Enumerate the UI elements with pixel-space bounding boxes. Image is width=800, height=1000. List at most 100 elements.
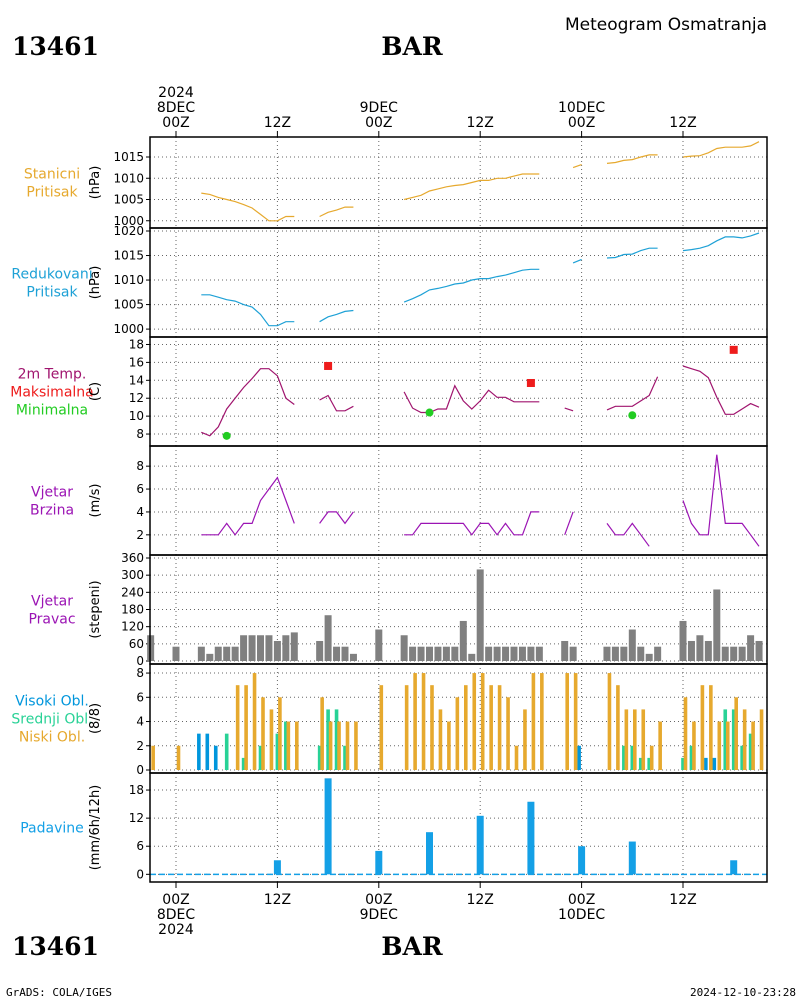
wind-direction-bar: [468, 653, 476, 661]
cloud-bar: [723, 709, 728, 770]
wind-direction-bar: [197, 646, 205, 661]
cloud-bar: [725, 721, 730, 770]
y-tick-label: 1000: [113, 322, 144, 336]
bottom-time-label: 10DEC: [558, 907, 605, 923]
top-time-label: 8DEC: [157, 100, 196, 116]
panel-label: Srednji Obl.: [11, 712, 92, 728]
cloud-bar: [455, 697, 460, 770]
cloud-bar: [514, 745, 519, 770]
panel-label: Niski Obl.: [19, 730, 85, 746]
wind-direction-bar: [333, 646, 341, 661]
y-tick-label: 0: [136, 654, 144, 668]
series-line: [572, 164, 582, 169]
cloud-bar: [641, 709, 646, 770]
y-tick-label: 4: [136, 505, 144, 519]
cloud-bar: [278, 697, 282, 770]
wind-direction-bar: [696, 635, 704, 661]
wind-direction-bar: [257, 635, 264, 661]
cloud-bar: [213, 745, 218, 770]
wind-direction-bar: [637, 646, 645, 661]
max-temp-marker: [526, 378, 535, 387]
precip-bar: [578, 846, 586, 875]
y-tick-label: 12: [129, 391, 144, 405]
panel-padavine: Padavine (mm/6h/12h) 0 6 12 18: [20, 772, 768, 883]
wind-direction-bar: [747, 635, 755, 661]
wind-direction-bar: [620, 646, 628, 661]
wind-direction-bar: [535, 646, 543, 661]
wind-direction-bar: [324, 615, 332, 661]
wind-direction-bar: [755, 640, 763, 661]
wind-direction-bar: [730, 646, 738, 661]
y-tick-label: 0: [136, 867, 144, 881]
panel-label: Padavine: [20, 821, 84, 837]
series-line: [403, 268, 540, 303]
y-tick-label: 18: [129, 783, 144, 797]
panel-label: Vjetar: [31, 485, 73, 501]
y-axis-label: (mm/6h/12h): [88, 785, 103, 871]
wind-direction-bar: [417, 646, 425, 661]
min-temp-marker: [425, 408, 434, 417]
cloud-bar: [717, 721, 722, 770]
precip-bar: [730, 860, 738, 875]
wind-direction-bar: [206, 653, 214, 661]
cloud-bar: [345, 721, 350, 770]
cloud-bar: [326, 709, 330, 770]
series-line: [201, 368, 295, 437]
cloud-bar: [577, 745, 581, 770]
series-line: [319, 206, 354, 218]
cloud-bar: [328, 721, 333, 770]
cloud-bar: [252, 673, 257, 770]
cloud-bar: [489, 685, 493, 770]
cloud-bar: [740, 745, 744, 770]
panel-vjetar-pravac: Vjetar Pravac (stepeni) 0 60 120 180 240 300 360: [28, 551, 768, 668]
series-line: [403, 384, 540, 414]
panel-frame: [149, 136, 768, 229]
precip-bar: [324, 778, 332, 875]
cloud-bar: [531, 673, 536, 770]
wind-direction-bar: [518, 646, 526, 661]
series-line: [564, 407, 574, 412]
wind-direction-bar: [459, 620, 467, 661]
wind-direction-bar: [713, 589, 721, 661]
wind-direction-bar: [510, 646, 518, 661]
cloud-bar: [472, 673, 477, 770]
max-temp-marker: [729, 345, 738, 354]
cloud-bar: [337, 721, 341, 770]
cloud-bar: [742, 709, 747, 770]
wind-direction-bar: [628, 629, 636, 661]
cloud-bar: [224, 733, 229, 770]
y-tick-label: 1020: [113, 224, 144, 238]
cloud-bar: [379, 685, 384, 770]
wind-direction-bar: [493, 646, 501, 661]
y-axis-label: (stepeni): [88, 580, 103, 638]
y-tick-label: 18: [129, 337, 144, 351]
top-time-label: 00Z: [162, 115, 189, 131]
cloud-bar: [638, 757, 643, 770]
wind-direction-bar: [476, 569, 484, 661]
precip-bar: [527, 801, 535, 875]
panel-label: Visoki Obl.: [15, 694, 89, 710]
wind-direction-bar: [273, 640, 281, 661]
y-tick-label: 1015: [113, 249, 144, 263]
y-tick-label: 2: [136, 528, 144, 542]
wind-direction-bar: [502, 646, 510, 661]
cloud-bar: [647, 757, 651, 770]
panel-temperatura: 2m Temp. Maksimalna Minimalna(C) 8 10 12 14 16 1…: [10, 336, 768, 447]
wind-direction-bar: [704, 640, 712, 661]
y-axis-label: (8/8): [88, 703, 103, 734]
station-id-top: 13461: [12, 32, 99, 61]
panel-label: Pritisak: [26, 185, 78, 201]
precip-bar: [426, 832, 433, 875]
cloud-bar: [235, 685, 240, 770]
panel-label: Pritisak: [26, 285, 78, 301]
wind-direction-bar: [561, 640, 569, 661]
bottom-time-label: 12Z: [466, 892, 493, 908]
series-line: [319, 309, 354, 323]
y-tick-label: 2: [136, 739, 144, 753]
cloud-bar: [275, 733, 280, 770]
cloud-bar: [421, 673, 426, 770]
series-line: [572, 258, 582, 264]
y-tick-label: 14: [129, 373, 144, 387]
y-tick-label: 240: [121, 585, 144, 599]
